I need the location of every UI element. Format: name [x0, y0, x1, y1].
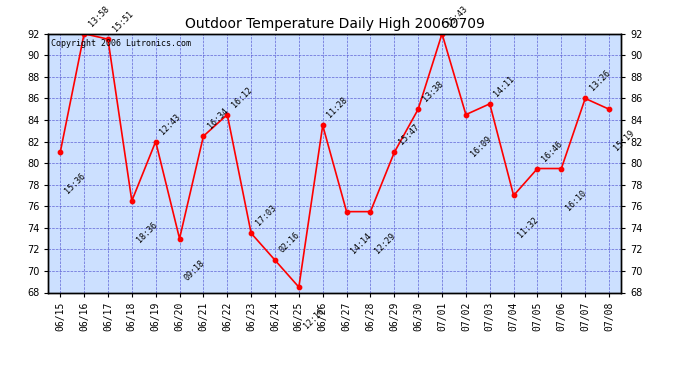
- Point: [580, 95, 591, 101]
- Point: [198, 133, 209, 139]
- Point: [413, 106, 424, 112]
- Point: [532, 165, 543, 171]
- Text: 11:28: 11:28: [326, 96, 350, 120]
- Point: [317, 122, 328, 128]
- Text: 15:19: 15:19: [612, 129, 636, 153]
- Text: 12:16: 12:16: [302, 306, 326, 331]
- Text: 15:47: 15:47: [397, 123, 421, 147]
- Text: 12:43: 12:43: [159, 112, 182, 136]
- Title: Outdoor Temperature Daily High 20060709: Outdoor Temperature Daily High 20060709: [185, 17, 484, 31]
- Point: [221, 112, 233, 118]
- Text: Copyright 2006 Lutronics.com: Copyright 2006 Lutronics.com: [51, 39, 191, 48]
- Point: [55, 149, 66, 155]
- Text: 16:10: 16:10: [564, 188, 588, 212]
- Point: [460, 112, 471, 118]
- Text: 09:18: 09:18: [182, 258, 206, 282]
- Point: [365, 209, 376, 214]
- Text: 16:12: 16:12: [230, 85, 254, 109]
- Text: 15:36: 15:36: [63, 172, 87, 196]
- Point: [102, 36, 113, 42]
- Point: [174, 236, 185, 242]
- Text: 16:34: 16:34: [206, 106, 230, 130]
- Point: [604, 106, 615, 112]
- Text: 17:03: 17:03: [254, 204, 278, 228]
- Point: [150, 138, 161, 144]
- Point: [484, 101, 495, 107]
- Text: 15:51: 15:51: [110, 9, 135, 34]
- Point: [556, 165, 567, 171]
- Point: [270, 257, 281, 263]
- Text: 15:43: 15:43: [445, 4, 469, 28]
- Text: 12:29: 12:29: [373, 231, 397, 255]
- Point: [126, 198, 137, 204]
- Text: 18:36: 18:36: [135, 220, 159, 245]
- Text: 16:09: 16:09: [469, 134, 493, 158]
- Point: [388, 149, 400, 155]
- Point: [293, 284, 304, 290]
- Text: 13:58: 13:58: [87, 4, 111, 28]
- Point: [437, 31, 448, 37]
- Text: 11:32: 11:32: [516, 215, 540, 239]
- Text: 14:14: 14:14: [349, 231, 373, 255]
- Text: 16:46: 16:46: [540, 139, 564, 163]
- Text: 13:38: 13:38: [421, 80, 445, 104]
- Point: [246, 230, 257, 236]
- Text: 14:11: 14:11: [493, 74, 517, 98]
- Point: [508, 192, 519, 198]
- Text: 02:16: 02:16: [278, 231, 302, 255]
- Point: [341, 209, 352, 214]
- Point: [79, 31, 90, 37]
- Text: 13:26: 13:26: [588, 69, 612, 93]
